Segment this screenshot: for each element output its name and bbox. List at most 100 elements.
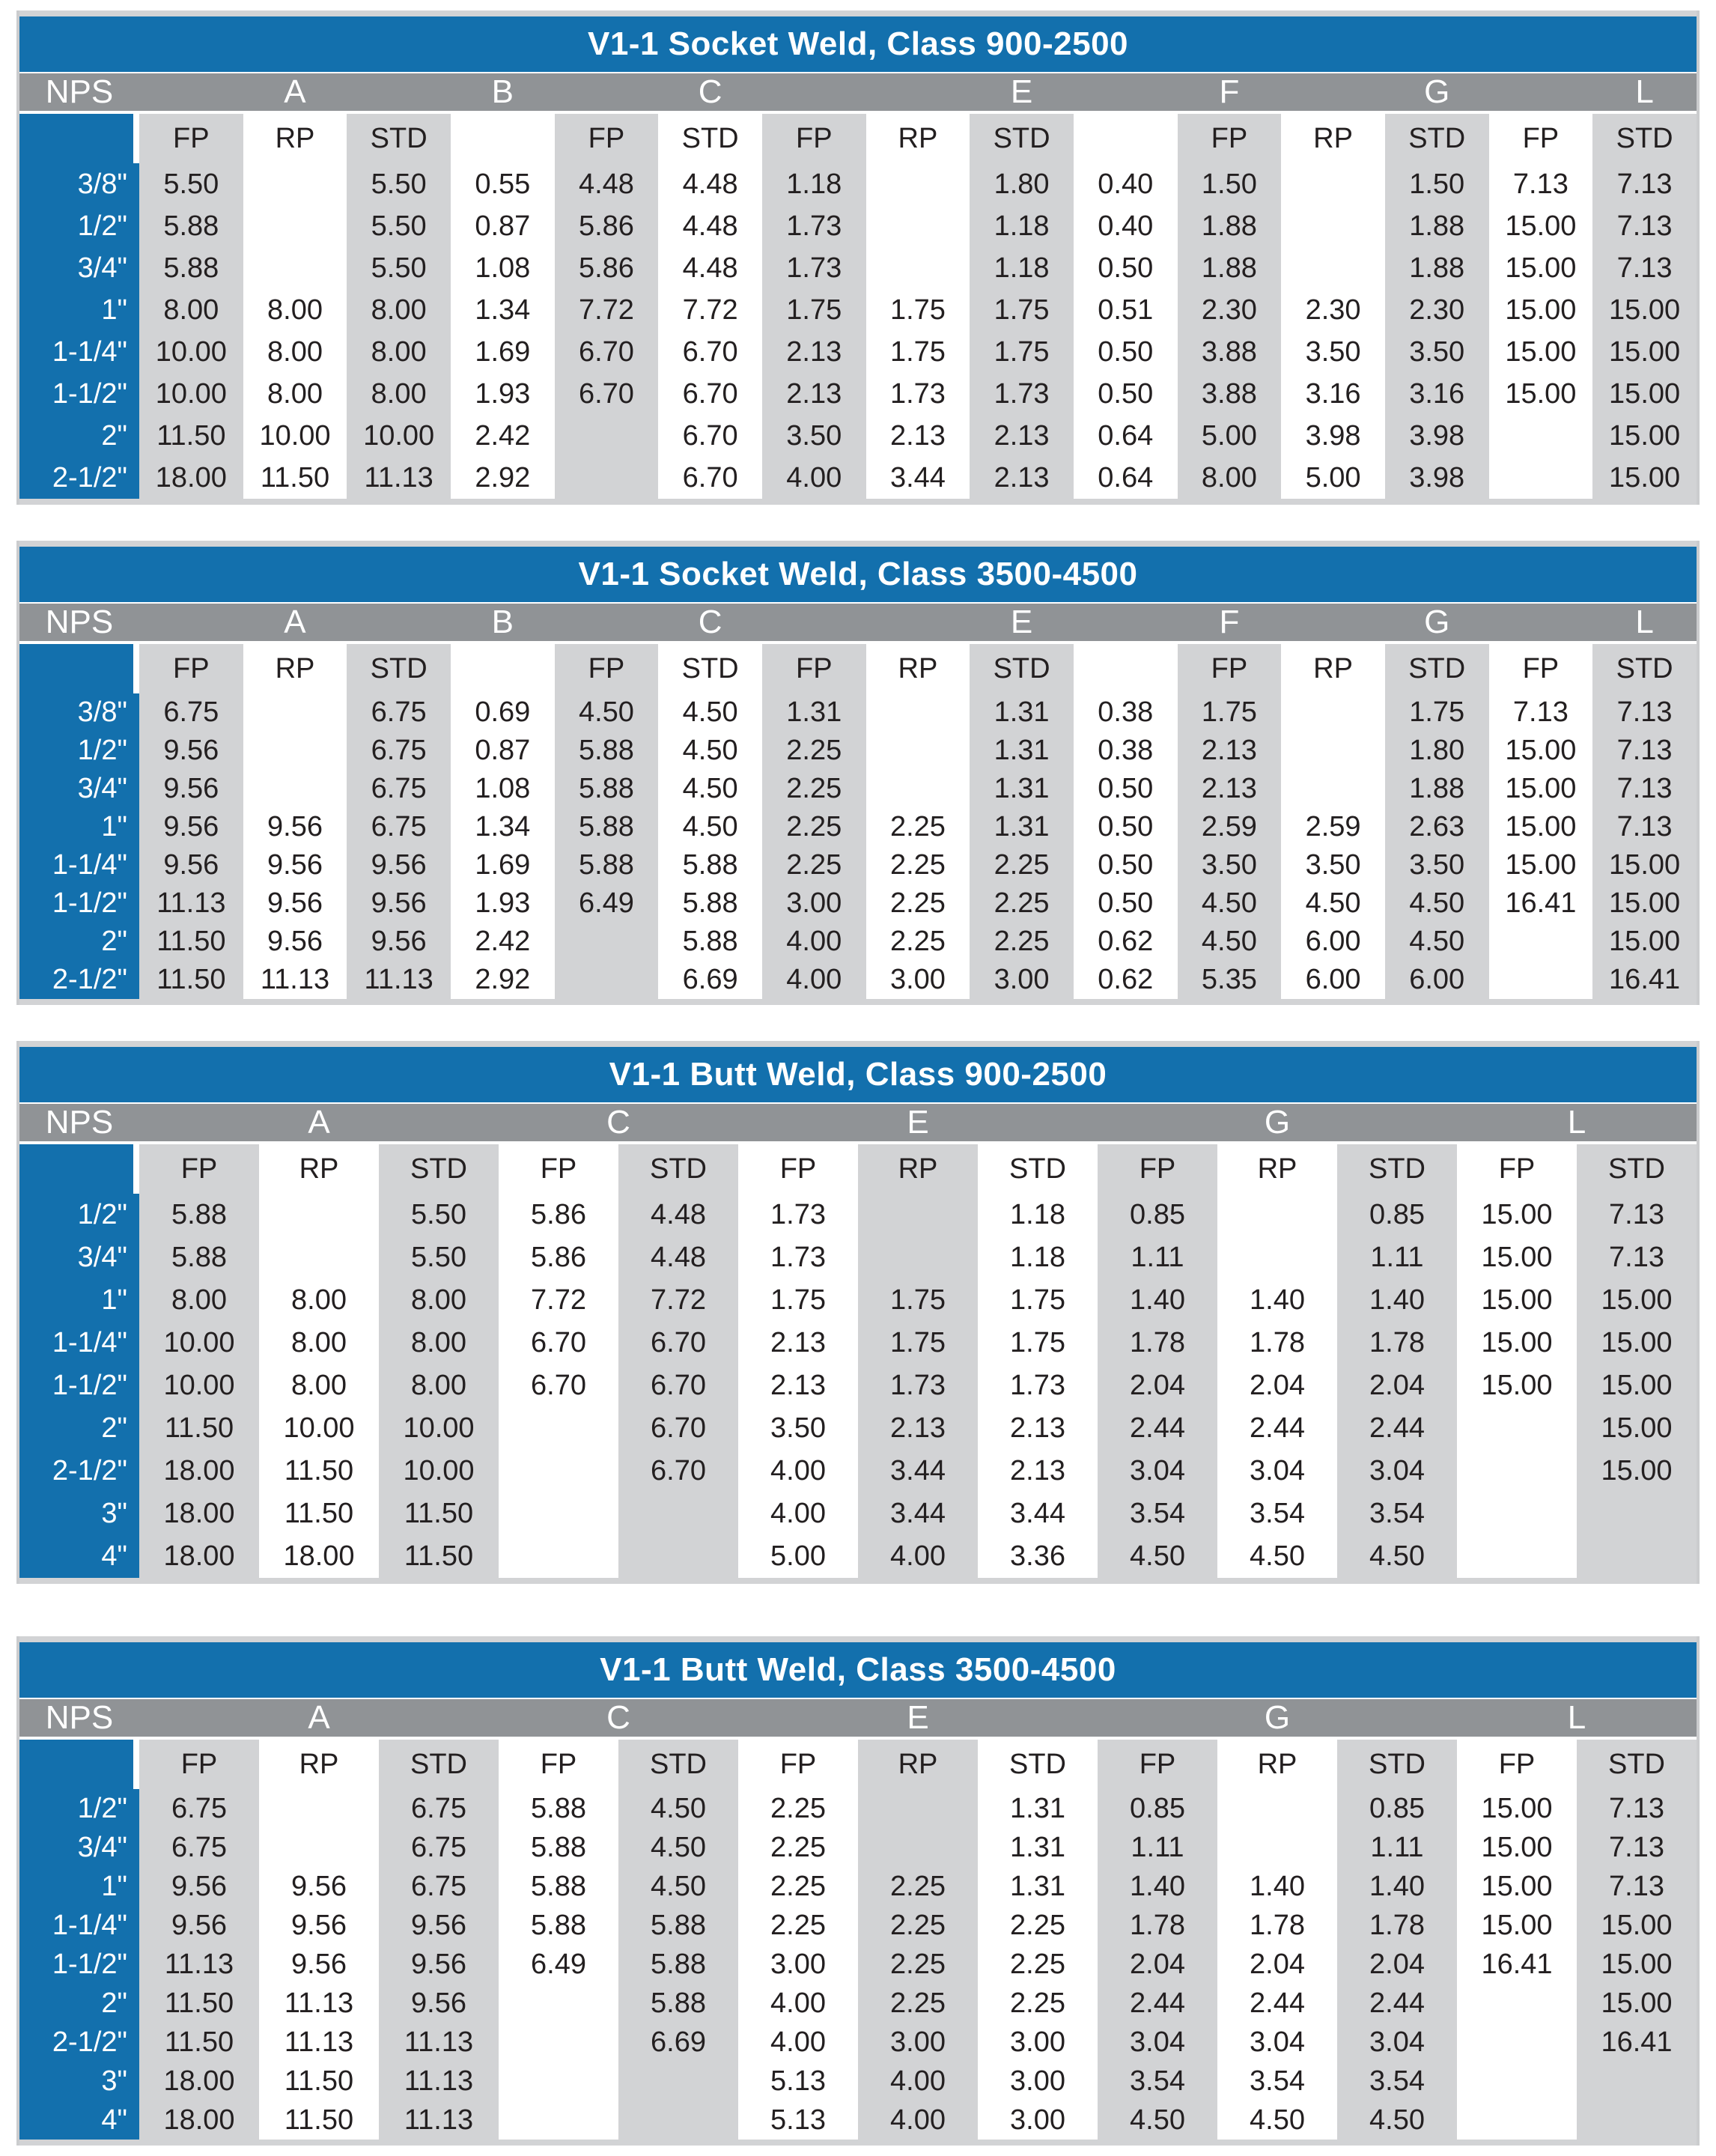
- subheader-FP: FP: [1488, 644, 1593, 693]
- dimension-value-cell: 11.50: [259, 1450, 379, 1493]
- table-top-strip: [19, 1041, 1697, 1047]
- subheader-RP: RP: [1281, 114, 1385, 163]
- dimension-value-cell: 4.50: [618, 1828, 738, 1867]
- dimension-value-cell: 5.88: [139, 247, 243, 289]
- dimension-value-cell: 6.75: [139, 1828, 259, 1867]
- dimension-value-cell: 2.25: [738, 1789, 858, 1828]
- dimension-value-cell: 5.50: [379, 1236, 499, 1279]
- nps-size-label: 1": [19, 1279, 139, 1322]
- dimension-value-cell: 1.73: [970, 373, 1074, 415]
- group-header-E: E: [865, 73, 1178, 114]
- dimension-value-cell: 1.75: [761, 289, 866, 331]
- dimension-value-cell: 6.00: [1281, 923, 1385, 961]
- group-header-F: F: [1177, 604, 1282, 644]
- dimension-value-cell: 7.13: [1577, 1867, 1697, 1906]
- dimension-value-cell: 3.54: [1098, 1493, 1217, 1535]
- dimension-value-cell: 1.75: [970, 289, 1074, 331]
- dimension-value-cell: [1577, 1535, 1697, 1578]
- dimension-value-cell: [243, 163, 347, 205]
- dimension-value-cell: 0.85: [1337, 1194, 1457, 1236]
- dimension-value-cell: 5.86: [499, 1194, 618, 1236]
- dimension-value-cell: 9.56: [243, 884, 347, 923]
- table-title: V1-1 Socket Weld, Class 3500-4500: [19, 547, 1697, 602]
- dimension-value-cell: 5.00: [738, 1535, 858, 1578]
- dimension-value-cell: 18.00: [139, 1535, 259, 1578]
- dimension-value-cell: 11.50: [379, 1493, 499, 1535]
- dimension-value-cell: [259, 1194, 379, 1236]
- dimension-value-cell: 11.13: [347, 457, 451, 499]
- nps-size-label: 1/2": [19, 1194, 139, 1236]
- dimension-value-cell: 4.48: [658, 205, 762, 247]
- dimension-value-cell: 1.75: [970, 331, 1074, 373]
- dimension-value-cell: 15.00: [1457, 1789, 1577, 1828]
- dimension-table: NPS A C E G L FP RP STD FP STD FP RP STD FP RP STD FP STD …: [19, 1104, 1697, 1578]
- dimension-value-cell: [243, 693, 347, 732]
- dimension-value-cell: 4.00: [738, 1493, 858, 1535]
- dimension-value-cell: 9.56: [259, 1867, 379, 1906]
- dimension-value-cell: 15.00: [1488, 247, 1593, 289]
- dimension-value-cell: 1.88: [1177, 247, 1282, 289]
- dimension-value-cell: 4.50: [1384, 923, 1489, 961]
- dimension-value-cell: 3.44: [978, 1493, 1098, 1535]
- dimension-value-cell: 6.69: [618, 2023, 738, 2062]
- dimension-value-cell: [1457, 1450, 1577, 1493]
- dimension-value-cell: [499, 1984, 618, 2023]
- dimension-value-cell: 1.18: [978, 1194, 1098, 1236]
- dimension-value-cell: [1457, 1535, 1577, 1578]
- subheader-empty: [1073, 644, 1178, 693]
- dimension-value-cell: [865, 163, 970, 205]
- dimension-value-cell: 11.50: [139, 1407, 259, 1450]
- table-row: 1/2" 5.88 5.50 0.87 5.86 4.48 1.73 1.18 0.40 1.88…: [19, 205, 1697, 247]
- table-row: 1-1/2" 11.13 9.56 9.56 6.49 5.88 3.00 2.25 2.25 2…: [19, 1945, 1697, 1984]
- dimension-value-cell: 0.85: [1337, 1789, 1457, 1828]
- group-header-G: G: [1281, 604, 1593, 644]
- dimension-value-cell: 9.56: [243, 923, 347, 961]
- dimension-value-cell: 4.50: [1177, 884, 1282, 923]
- dimension-value-cell: 2.25: [761, 808, 866, 846]
- dimension-value-cell: 15.00: [1457, 1236, 1577, 1279]
- dimension-value-cell: [865, 247, 970, 289]
- group-header-C: C: [554, 604, 866, 644]
- dimension-value-cell: 7.72: [554, 289, 659, 331]
- subheader-STD: STD: [970, 114, 1074, 163]
- nps-size-label: 1-1/4": [19, 1322, 139, 1364]
- dimension-value-cell: 5.88: [139, 1236, 259, 1279]
- dimension-value-cell: [243, 732, 347, 770]
- subheader-STD: STD: [379, 1740, 499, 1789]
- dimension-value-cell: 6.75: [379, 1789, 499, 1828]
- dimension-value-cell: 3.88: [1177, 331, 1282, 373]
- dimension-value-cell: 16.41: [1577, 2023, 1697, 2062]
- dimension-value-cell: 2.25: [761, 732, 866, 770]
- group-header-A: A: [139, 604, 451, 644]
- dimension-value-cell: 1.73: [761, 247, 866, 289]
- nps-size-label: 3/4": [19, 247, 139, 289]
- dimension-value-cell: 7.13: [1592, 163, 1697, 205]
- subheader-STD: STD: [347, 114, 451, 163]
- group-header-E: E: [738, 1104, 1098, 1144]
- dimension-value-cell: 3.04: [1098, 1450, 1217, 1493]
- dimension-value-cell: 2.13: [761, 331, 866, 373]
- dimension-value-cell: 4.00: [738, 2023, 858, 2062]
- dimension-value-cell: 3.54: [1098, 2062, 1217, 2101]
- dimension-value-cell: 15.00: [1577, 1322, 1697, 1364]
- dimension-value-cell: 15.00: [1592, 415, 1697, 457]
- table-title: V1-1 Butt Weld, Class 3500-4500: [19, 1642, 1697, 1698]
- dimension-value-cell: [618, 2062, 738, 2101]
- dimension-value-cell: [499, 1450, 618, 1493]
- subheader-FP: FP: [499, 1144, 618, 1194]
- dimension-value-cell: 2.25: [858, 1945, 978, 1984]
- dimension-value-cell: 1.73: [738, 1194, 858, 1236]
- dimension-value-cell: 3.98: [1384, 415, 1489, 457]
- dimension-value-cell: [259, 1789, 379, 1828]
- subheader-RP: RP: [259, 1144, 379, 1194]
- subheader-STD: STD: [978, 1740, 1098, 1789]
- dimension-value-cell: 9.56: [259, 1945, 379, 1984]
- table-top-strip: [19, 10, 1697, 16]
- nps-size-label: 2-1/2": [19, 961, 139, 999]
- subheader-FP: FP: [1098, 1144, 1217, 1194]
- dimension-value-cell: 3.00: [978, 2101, 1098, 2140]
- table-row: 2" 11.50 10.00 10.00 2.42 6.70 3.50 2.13 2.13 0.6…: [19, 415, 1697, 457]
- dimension-value-cell: [243, 770, 347, 808]
- dimension-value-cell: 15.00: [1457, 1322, 1577, 1364]
- dimension-value-cell: [499, 2023, 618, 2062]
